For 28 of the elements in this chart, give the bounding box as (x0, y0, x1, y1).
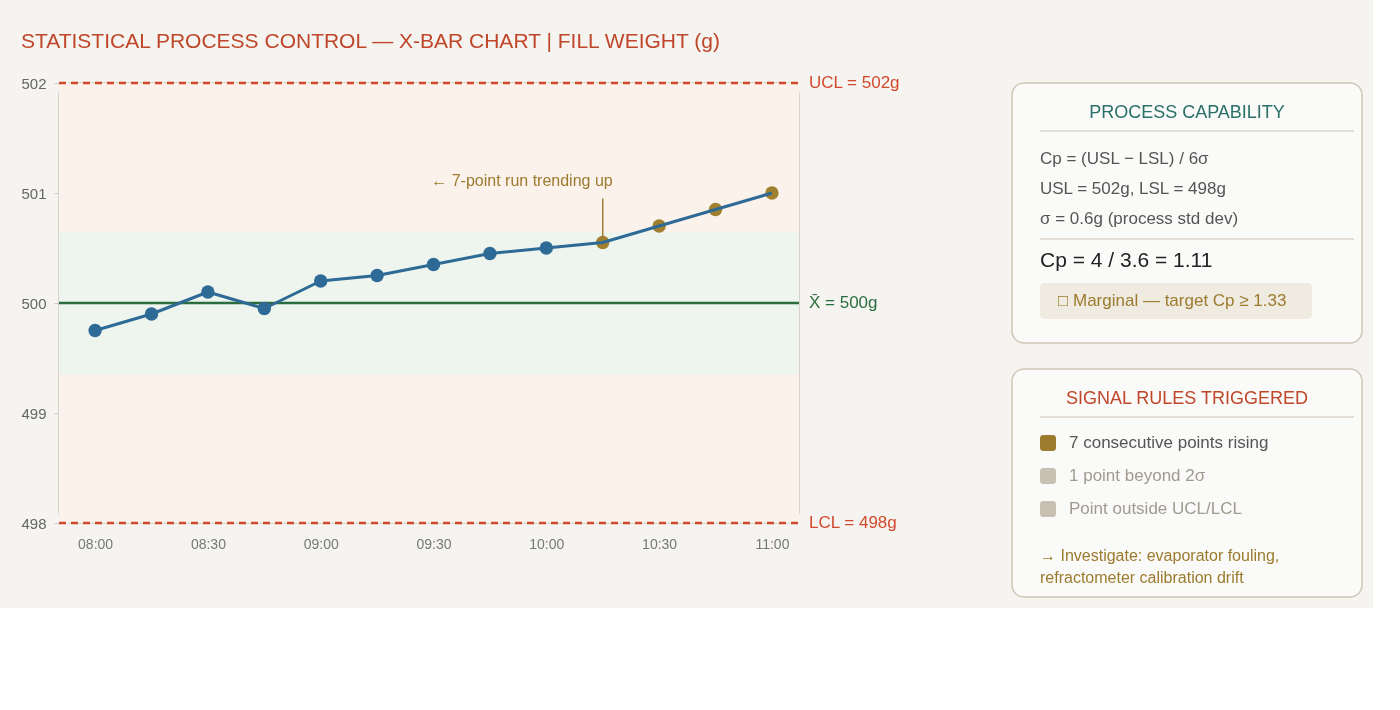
ref-line-label: UCL = 502g (809, 73, 900, 92)
x-tick-label: 09:00 (303, 535, 339, 552)
category-label: 7 consecutive points rising (1069, 433, 1269, 452)
x-tick-label: 10:30 (642, 535, 678, 552)
x-tick-label: 10:00 (529, 535, 565, 552)
x-tick-label: 08:00 (78, 535, 114, 552)
text: □ Marginal — target Cp ≥ 1.33 (1058, 291, 1287, 310)
y-tick-label: 501 (21, 184, 47, 202)
category-label: Point outside UCL/LCL (1069, 499, 1242, 518)
text: PROCESS CAPABILITY (1089, 102, 1285, 122)
x-tick-label: 11:00 (755, 535, 790, 552)
text: SIGNAL RULES TRIGGERED (1065, 388, 1309, 408)
y-tick-label: 502 (21, 74, 47, 92)
category-label: 1 point beyond 2σ (1069, 466, 1206, 485)
text: USL = 502g, LSL = 498g (1040, 179, 1226, 198)
y-tick-label: 498 (21, 514, 47, 532)
text: Cp = (USL − LSL) / 6σ (1040, 149, 1210, 168)
x-tick-label: 09:30 (416, 535, 452, 552)
y-tick-label: 500 (21, 294, 47, 312)
text: → Investigate: evaporator fouling, refractometer calibration drift (1040, 547, 1280, 586)
annotation: ← 7-point run trending up (431, 171, 613, 189)
chart-title: STATISTICAL PROCESS CONTROL — X-BAR CHART | FILL WEIGHT (g) (20, 29, 720, 52)
text: Cp = 4 / 3.6 = 1.11 (1040, 248, 1213, 271)
text: σ = 0.6g (process std dev) (1040, 209, 1239, 228)
ref-line-label: X̄ = 500g (809, 293, 878, 312)
ref-line-label: LCL = 498g (809, 513, 897, 532)
x-tick-label: 08:30 (190, 535, 227, 552)
y-tick-label: 499 (21, 404, 47, 422)
